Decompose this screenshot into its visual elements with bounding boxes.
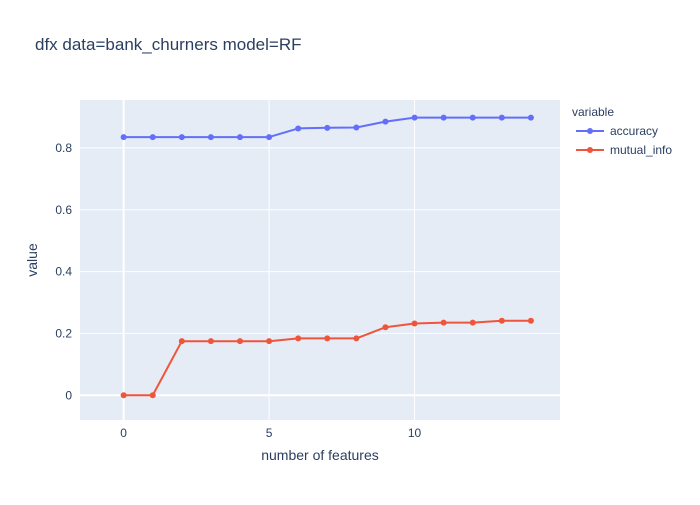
legend-marker bbox=[587, 128, 593, 134]
data-point[interactable] bbox=[324, 124, 331, 131]
data-point[interactable] bbox=[498, 114, 505, 121]
legend-marker bbox=[587, 147, 593, 153]
data-point[interactable] bbox=[440, 319, 447, 326]
x-tick-label: 0 bbox=[120, 426, 127, 440]
series-mutual_info bbox=[120, 317, 534, 399]
legend-title: variable bbox=[572, 105, 614, 119]
y-tick-label: 0.8 bbox=[55, 141, 72, 155]
data-point[interactable] bbox=[324, 335, 331, 342]
data-point[interactable] bbox=[440, 114, 447, 121]
data-point[interactable] bbox=[178, 134, 185, 141]
data-point[interactable] bbox=[411, 320, 418, 327]
data-point[interactable] bbox=[353, 124, 360, 131]
data-point[interactable] bbox=[120, 134, 127, 141]
x-axis-ticks: 0 5 10 bbox=[120, 426, 421, 440]
x-tick-label: 10 bbox=[408, 426, 422, 440]
data-point[interactable] bbox=[149, 392, 156, 399]
legend-items: accuracy mutual_info bbox=[576, 124, 672, 157]
series-accuracy bbox=[120, 114, 534, 141]
data-point[interactable] bbox=[469, 319, 476, 326]
data-point[interactable] bbox=[178, 338, 185, 345]
legend-item-accuracy[interactable]: accuracy bbox=[576, 124, 658, 138]
data-point[interactable] bbox=[498, 317, 505, 324]
data-point[interactable] bbox=[207, 338, 214, 345]
legend-label: mutual_info bbox=[610, 143, 672, 157]
y-tick-label: 0.2 bbox=[55, 326, 72, 340]
plot-area bbox=[80, 100, 560, 420]
data-point[interactable] bbox=[469, 114, 476, 121]
y-axis-title: value bbox=[24, 243, 40, 277]
data-point[interactable] bbox=[382, 324, 389, 331]
grid-lines bbox=[80, 100, 560, 420]
chart-title: dfx data=bank_churners model=RF bbox=[35, 35, 302, 54]
data-point[interactable] bbox=[237, 134, 243, 141]
data-point[interactable] bbox=[527, 317, 534, 324]
x-tick-label: 5 bbox=[266, 426, 273, 440]
legend-label: accuracy bbox=[610, 124, 658, 138]
data-point[interactable] bbox=[382, 118, 389, 125]
data-point[interactable] bbox=[266, 338, 273, 345]
data-point[interactable] bbox=[149, 134, 156, 141]
legend[interactable]: variable accuracy mutual_info bbox=[572, 105, 672, 157]
y-axis-ticks: 0 0.2 0.4 0.6 0.8 bbox=[55, 141, 72, 402]
y-tick-label: 0.4 bbox=[55, 265, 72, 279]
series-lines bbox=[120, 114, 534, 399]
data-point[interactable] bbox=[295, 335, 302, 342]
data-point[interactable] bbox=[353, 335, 360, 342]
data-point[interactable] bbox=[527, 114, 534, 121]
data-point[interactable] bbox=[295, 125, 302, 132]
y-tick-label: 0.6 bbox=[55, 203, 72, 217]
data-point[interactable] bbox=[411, 114, 418, 121]
x-axis-title: number of features bbox=[261, 447, 379, 463]
data-point[interactable] bbox=[237, 338, 243, 345]
legend-item-mutual_info[interactable]: mutual_info bbox=[576, 143, 672, 157]
y-tick-label: 0 bbox=[65, 388, 72, 402]
data-point[interactable] bbox=[266, 134, 273, 141]
data-point[interactable] bbox=[207, 134, 214, 141]
data-point[interactable] bbox=[120, 392, 127, 399]
